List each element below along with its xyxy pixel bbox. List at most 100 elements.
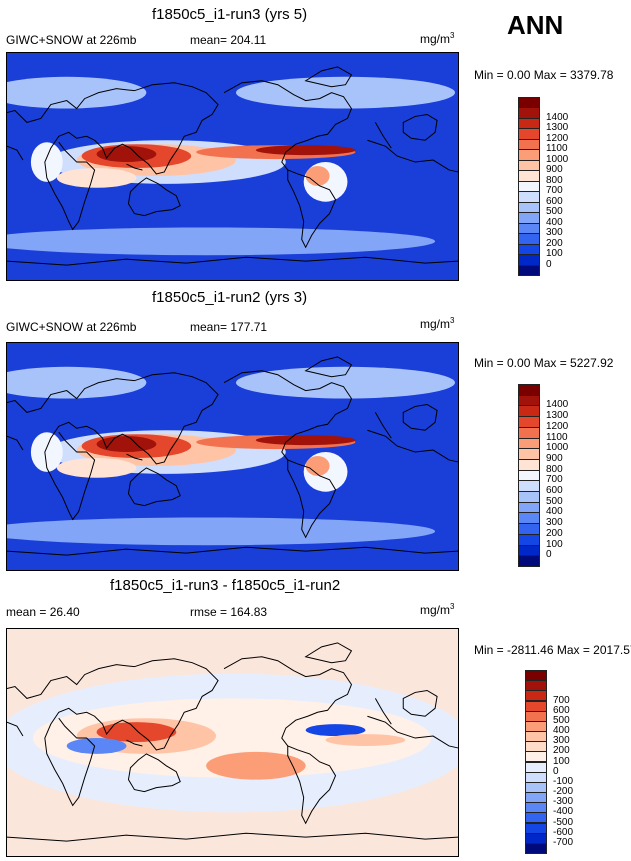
colorbar-tick-label: 200: [546, 237, 563, 249]
colorbar-swatch: [518, 264, 540, 276]
colorbar-tick-label: 900: [546, 164, 563, 176]
coastline: [367, 715, 458, 749]
coastline: [287, 459, 337, 539]
map-plot: [7, 629, 458, 856]
colorbar-tick-label: 1200: [546, 420, 569, 432]
colorbar-swatch: [525, 751, 547, 763]
colorbar-swatch: [518, 138, 540, 151]
colorbar-swatch: [518, 128, 540, 140]
colorbar-tick-label: -700: [553, 836, 574, 848]
colorbar-tick-label: 400: [546, 216, 563, 228]
field-region: [96, 146, 157, 163]
colorbar-tick-label: 0: [553, 765, 559, 777]
colorbar-swatch: [525, 741, 547, 753]
colorbar-tick-label: 300: [546, 227, 563, 239]
minmax-label: Min = 0.00 Max = 5227.92: [474, 356, 614, 370]
field-region: [30, 432, 63, 472]
colorbar: -700 -600 -500 -400 -300 -200 -100 0 100 200 300 40…: [525, 670, 605, 854]
map-panel: [6, 628, 459, 857]
coastline: [367, 139, 458, 173]
colorbar-tick-label: 700: [546, 474, 563, 486]
colorbar-swatch: [518, 233, 540, 245]
coastline: [402, 689, 438, 717]
colorbar-swatch: [518, 384, 540, 396]
coastline: [223, 80, 353, 171]
colorbar-swatch: [518, 117, 540, 130]
colorbar-swatch: [525, 670, 547, 682]
colorbar-swatch: [525, 792, 547, 804]
field-region: [235, 366, 456, 399]
colorbar-swatch: [518, 180, 540, 193]
colorbar-tick-label: 700: [553, 694, 570, 706]
coastline: [7, 435, 24, 451]
field-region: [305, 456, 330, 476]
field-region: [305, 166, 330, 186]
coastline: [126, 739, 143, 747]
colorbar-tick-label: 400: [553, 725, 570, 736]
coastline: [367, 429, 458, 463]
coastline: [304, 356, 353, 378]
coastline: [7, 721, 24, 737]
colorbar-swatch: [518, 501, 540, 514]
coastline: [7, 256, 458, 266]
colorbar-swatch: [525, 690, 547, 702]
field-region: [235, 76, 456, 109]
units-label: mg/m3: [420, 31, 455, 46]
season-label: ANN: [507, 10, 564, 40]
coastline: [223, 656, 353, 747]
colorbar-tick-label: -200: [553, 786, 574, 797]
colorbar-tick-label: 200: [546, 527, 563, 539]
coastline: [374, 698, 392, 725]
colorbar-tick-label: 500: [546, 495, 563, 507]
colorbar-tick-label: 800: [546, 174, 563, 186]
colorbar-tick-label: 600: [546, 195, 563, 207]
colorbar: 0 100 200 300 400 500 600 700 800 900 1000 1100 1200…: [518, 384, 598, 567]
field-region: [305, 724, 366, 737]
map-panel: [6, 342, 459, 571]
colorbar-tick-label: 1400: [546, 111, 569, 123]
colorbar-swatch: [518, 523, 540, 535]
colorbar-tick-label: 900: [546, 452, 563, 464]
colorbar-swatch: [518, 212, 540, 224]
colorbar-swatch: [518, 405, 540, 418]
colorbar-tick-label: 1100: [546, 143, 568, 155]
colorbar-tick-label: 100: [553, 755, 570, 767]
colorbar-tick-label: -300: [553, 796, 574, 808]
stat-label: mean = 26.40: [6, 605, 80, 619]
colorbar-swatch: [518, 491, 540, 503]
coastline: [126, 163, 143, 171]
colorbar-tick-label: 1200: [546, 132, 569, 144]
field-region: [32, 698, 432, 778]
coastline: [126, 453, 143, 461]
field-region: [7, 227, 436, 256]
colorbar-swatch: [518, 416, 540, 428]
coastline: [127, 753, 181, 793]
field-region: [206, 751, 306, 780]
coastline: [127, 177, 181, 217]
colorbar-tick-label: -400: [553, 806, 574, 818]
colorbar-swatch: [518, 512, 540, 525]
colorbar-swatch: [525, 812, 547, 824]
field-region: [30, 142, 63, 182]
colorbar-tick-label: 100: [546, 248, 563, 260]
colorbar-tick-label: 700: [546, 185, 563, 197]
colorbar-swatch: [525, 680, 547, 692]
field-region: [255, 435, 356, 446]
coastline: [7, 658, 219, 807]
field-region: [325, 734, 406, 746]
variable-label: GIWC+SNOW at 226mb: [6, 33, 137, 47]
colorbar-tick-label: 0: [546, 258, 552, 270]
units-label: mg/m3: [420, 602, 455, 617]
colorbar-swatch: [518, 394, 540, 407]
colorbar-tick-label: 100: [546, 538, 563, 550]
colorbar-swatch: [518, 254, 540, 266]
coastline: [7, 546, 458, 556]
minmax-label: Min = -2811.46 Max = 2017.57: [474, 643, 631, 657]
colorbar-tick-label: -100: [553, 775, 574, 787]
coastline: [7, 832, 458, 842]
colorbar-swatch: [518, 544, 540, 557]
field-region: [7, 366, 147, 399]
colorbar: 0 100 200 300 400 500 600 700 800 900 1000 1100 1200…: [518, 97, 598, 276]
colorbar-swatch: [525, 720, 547, 732]
coastline: [7, 82, 219, 231]
